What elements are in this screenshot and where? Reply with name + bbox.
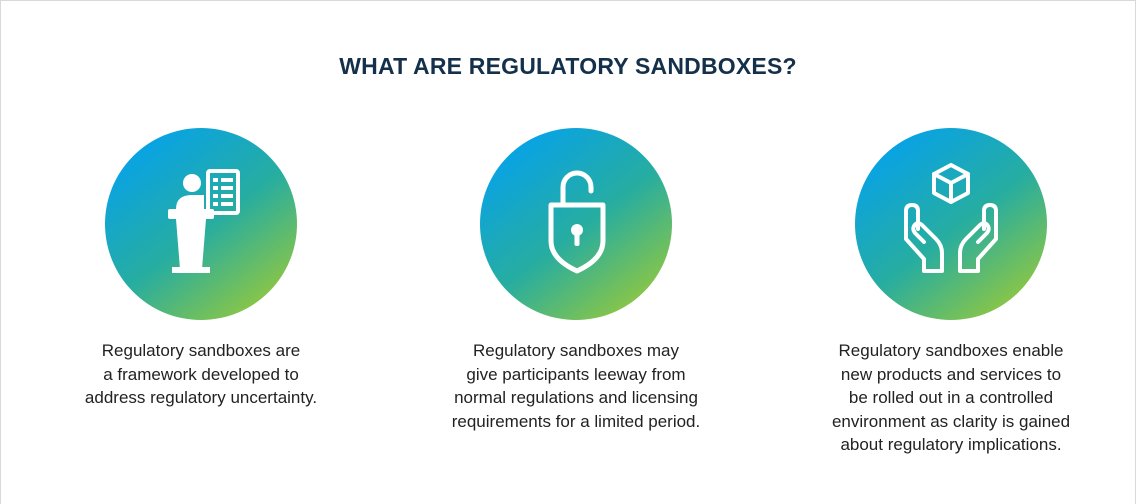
- description-line: Regulatory sandboxes enable: [838, 341, 1064, 360]
- description-line: about regulatory implications.: [840, 435, 1062, 454]
- description-line: a framework developed to: [103, 364, 299, 384]
- description-line: address regulatory uncertainty.: [84, 388, 318, 407]
- description-line: new products and services to: [840, 364, 1062, 384]
- lock-icon: [548, 170, 606, 274]
- description-line: normal regulations and licensing: [454, 388, 698, 407]
- hands-cube-icon: [904, 163, 998, 273]
- icon-circle: [480, 128, 672, 320]
- icon-circle: [855, 128, 1047, 320]
- title: WHAT ARE REGULATORY SANDBOXES?: [339, 53, 797, 79]
- description: Regulatory sandboxes may give participant…: [406, 339, 746, 433]
- description: Regulatory sandboxes enable new products …: [781, 339, 1121, 457]
- description-line: give participants leeway from: [466, 364, 686, 384]
- icon-circle: [105, 128, 297, 320]
- description-line: Regulatory sandboxes may: [472, 341, 679, 360]
- description-line: environment as clarity is gained: [831, 411, 1071, 431]
- card: Regulatory sandboxes are a framework deve…: [31, 127, 371, 410]
- card: Regulatory sandboxes enable new products …: [781, 127, 1121, 457]
- description-line: requirements for a limited period.: [451, 411, 701, 431]
- description: Regulatory sandboxes are a framework deve…: [31, 339, 371, 410]
- description-line: Regulatory sandboxes are: [101, 341, 301, 360]
- podium-icon: [168, 174, 214, 273]
- card: Regulatory sandboxes may give participant…: [406, 127, 746, 433]
- description-line: be rolled out in a controlled: [848, 388, 1054, 407]
